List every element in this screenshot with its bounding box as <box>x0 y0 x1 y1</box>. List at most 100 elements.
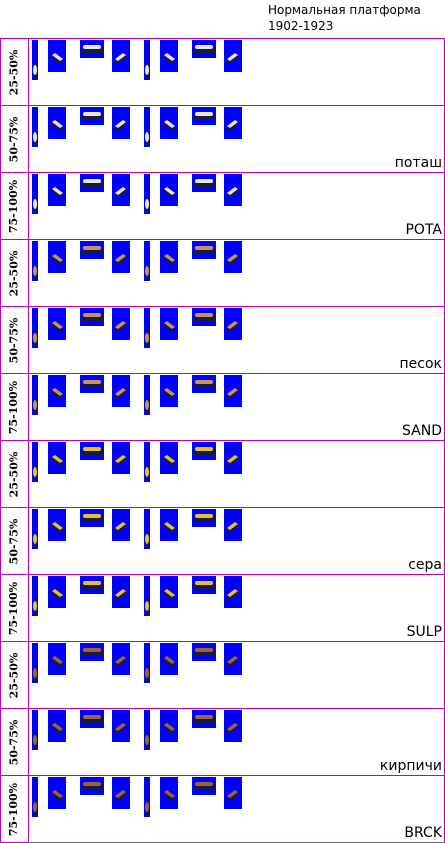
sprite-sulphur-2 <box>48 509 66 541</box>
cargo-name: кирпичи <box>379 758 442 774</box>
sprite-sulphur-8 <box>224 509 242 541</box>
sheet-row: 50-75% поташ <box>0 105 444 173</box>
sprite-potash-4 <box>112 174 130 206</box>
sprite-sand-8 <box>224 241 242 273</box>
sprite-potash-1 <box>32 107 38 147</box>
sprite-bricks-2 <box>48 710 66 742</box>
sprite-potash-3 <box>80 40 104 58</box>
sprite-sulphur-8 <box>224 442 242 474</box>
sprite-sulphur-4 <box>112 509 130 541</box>
sprite-sulphur-5 <box>144 442 150 482</box>
sprite-sand-4 <box>112 308 130 340</box>
sprite-bricks-7 <box>192 777 216 795</box>
sheet-row: 25-50% <box>0 641 444 708</box>
sprite-potash-3 <box>80 107 104 125</box>
sprite-sulphur-3 <box>80 442 104 460</box>
load-text: 25-50% <box>7 49 21 95</box>
sprite-sulphur-3 <box>80 509 104 527</box>
sprite-bricks-4 <box>112 710 130 742</box>
cargo-name: SULP <box>406 624 442 640</box>
sprite-sulphur-6 <box>160 576 178 608</box>
sprite-sulphur-4 <box>112 576 130 608</box>
sprite-potash-3 <box>80 174 104 192</box>
sprite-sulphur-3 <box>80 576 104 594</box>
sprite-sand-3 <box>80 241 104 259</box>
load-text: 25-50% <box>7 652 21 698</box>
load-label: 50-75% <box>2 106 26 172</box>
load-label: 50-75% <box>2 307 26 373</box>
sprite-bricks-1 <box>32 643 38 683</box>
sheet-row: 50-75% кирпичи <box>0 708 444 776</box>
sprite-bricks-8 <box>224 777 242 809</box>
load-text: 25-50% <box>7 250 21 296</box>
sprite-sulphur-1 <box>32 442 38 482</box>
load-text: 75-100% <box>7 782 21 836</box>
sprite-sand-8 <box>224 375 242 407</box>
sprite-potash-7 <box>192 40 216 58</box>
load-text: 50-75% <box>7 317 21 363</box>
sprite-bricks-5 <box>144 710 150 750</box>
load-text: 25-50% <box>7 451 21 497</box>
sprite-potash-6 <box>160 174 178 206</box>
sprite-sulphur-6 <box>160 442 178 474</box>
header-years: 1902-1923 <box>268 19 334 33</box>
sprite-bricks-2 <box>48 777 66 809</box>
sheet-row: 25-50% <box>0 38 444 105</box>
sprite-potash-8 <box>224 174 242 206</box>
sprite-potash-1 <box>32 174 38 214</box>
sprite-sulphur-4 <box>112 442 130 474</box>
sprite-potash-8 <box>224 107 242 139</box>
sheet-row: 25-50% <box>0 440 444 507</box>
load-text: 75-100% <box>7 380 21 434</box>
load-label: 25-50% <box>2 441 26 507</box>
cargo-name: песок <box>399 356 443 372</box>
sprite-potash-5 <box>144 174 150 214</box>
sprite-sand-2 <box>48 308 66 340</box>
sprite-sulphur-7 <box>192 576 216 594</box>
load-label: 25-50% <box>2 642 26 708</box>
sprite-bricks-3 <box>80 777 104 795</box>
sprite-sand-5 <box>144 241 150 281</box>
sprite-sulphur-5 <box>144 509 150 549</box>
sprite-sand-8 <box>224 308 242 340</box>
sprite-sand-6 <box>160 375 178 407</box>
sheet-row: 75-100% BRCK <box>0 775 444 843</box>
load-label: 75-100% <box>2 173 26 239</box>
cargo-name: сера <box>408 557 442 573</box>
sheet-row: 25-50% <box>0 239 444 306</box>
sprite-sulphur-5 <box>144 576 150 616</box>
sprite-bricks-2 <box>48 643 66 675</box>
sprite-potash-4 <box>112 40 130 72</box>
sprite-bricks-3 <box>80 710 104 728</box>
sprite-bricks-6 <box>160 643 178 675</box>
load-label: 75-100% <box>2 776 26 842</box>
sheet-row: 50-75% сера <box>0 507 444 575</box>
sprite-potash-2 <box>48 174 66 206</box>
sprite-potash-2 <box>48 107 66 139</box>
load-label: 50-75% <box>2 508 26 574</box>
sprite-bricks-4 <box>112 643 130 675</box>
sprite-sand-4 <box>112 241 130 273</box>
sprite-sulphur-8 <box>224 576 242 608</box>
load-text: 75-100% <box>7 179 21 233</box>
sprite-sand-2 <box>48 241 66 273</box>
sprite-sulphur-7 <box>192 442 216 460</box>
sprite-sand-5 <box>144 308 150 348</box>
sprite-bricks-8 <box>224 710 242 742</box>
sprite-bricks-1 <box>32 777 38 817</box>
sprite-sulphur-1 <box>32 509 38 549</box>
sprite-sulphur-6 <box>160 509 178 541</box>
sprite-potash-2 <box>48 40 66 72</box>
sprite-potash-8 <box>224 40 242 72</box>
sprite-potash-6 <box>160 40 178 72</box>
sprite-sand-3 <box>80 375 104 393</box>
load-label: 75-100% <box>2 575 26 641</box>
sprite-sulphur-1 <box>32 576 38 616</box>
sheet-header: Нормальная платформа 1902-1923 <box>268 2 421 34</box>
sprite-bricks-8 <box>224 643 242 675</box>
load-label: 25-50% <box>2 39 26 105</box>
cargo-name: поташ <box>394 155 442 171</box>
sprite-potash-1 <box>32 40 38 80</box>
sprite-bricks-6 <box>160 777 178 809</box>
sprite-sand-1 <box>32 308 38 348</box>
